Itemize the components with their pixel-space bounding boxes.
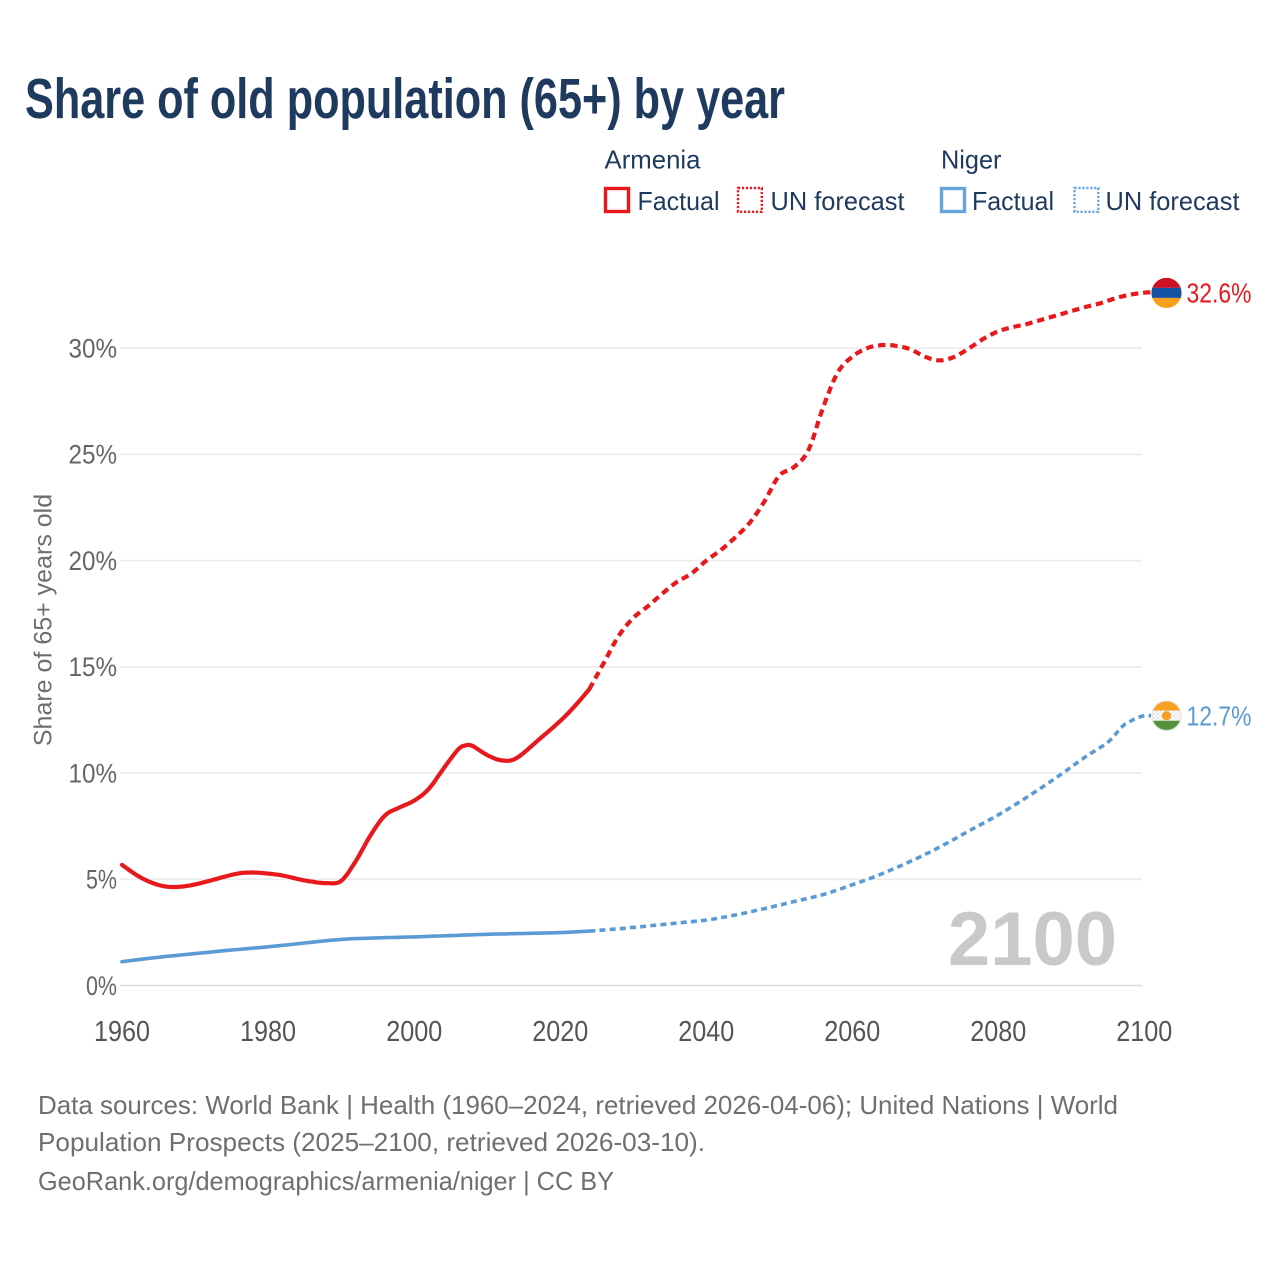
svg-text:Data sources: World Bank | Hea: Data sources: World Bank | Health (1960–… [38,1090,1118,1120]
svg-text:Factual: Factual [972,186,1054,216]
svg-text:2100: 2100 [1116,1016,1172,1048]
svg-text:1960: 1960 [94,1016,150,1048]
svg-text:2020: 2020 [532,1016,588,1048]
svg-text:2060: 2060 [824,1016,880,1048]
svg-text:2080: 2080 [970,1016,1026,1048]
svg-text:1980: 1980 [240,1016,296,1048]
svg-text:20%: 20% [69,546,118,576]
svg-text:UN forecast: UN forecast [1106,186,1241,216]
svg-text:15%: 15% [69,652,118,682]
svg-text:GeoRank.org/demographics/armen: GeoRank.org/demographics/armenia/niger |… [38,1166,614,1196]
svg-text:30%: 30% [69,334,118,364]
svg-text:0%: 0% [86,971,117,1001]
svg-text:UN forecast: UN forecast [771,186,906,216]
svg-text:Share of 65+ years old: Share of 65+ years old [30,494,58,746]
svg-text:32.6%: 32.6% [1187,278,1252,309]
svg-text:2100: 2100 [948,897,1117,982]
svg-text:Niger: Niger [941,145,1002,175]
svg-text:Factual: Factual [638,186,720,216]
svg-text:12.7%: 12.7% [1187,700,1252,731]
svg-text:5%: 5% [86,865,117,895]
svg-text:Armenia: Armenia [605,145,702,175]
svg-text:25%: 25% [69,440,118,470]
svg-text:2000: 2000 [386,1016,442,1048]
svg-text:Population Prospects (2025–210: Population Prospects (2025–2100, retriev… [38,1127,705,1157]
svg-text:2040: 2040 [678,1016,734,1048]
svg-text:Share of old population (65+): Share of old population (65+) by year [25,67,785,131]
svg-text:10%: 10% [69,758,118,788]
